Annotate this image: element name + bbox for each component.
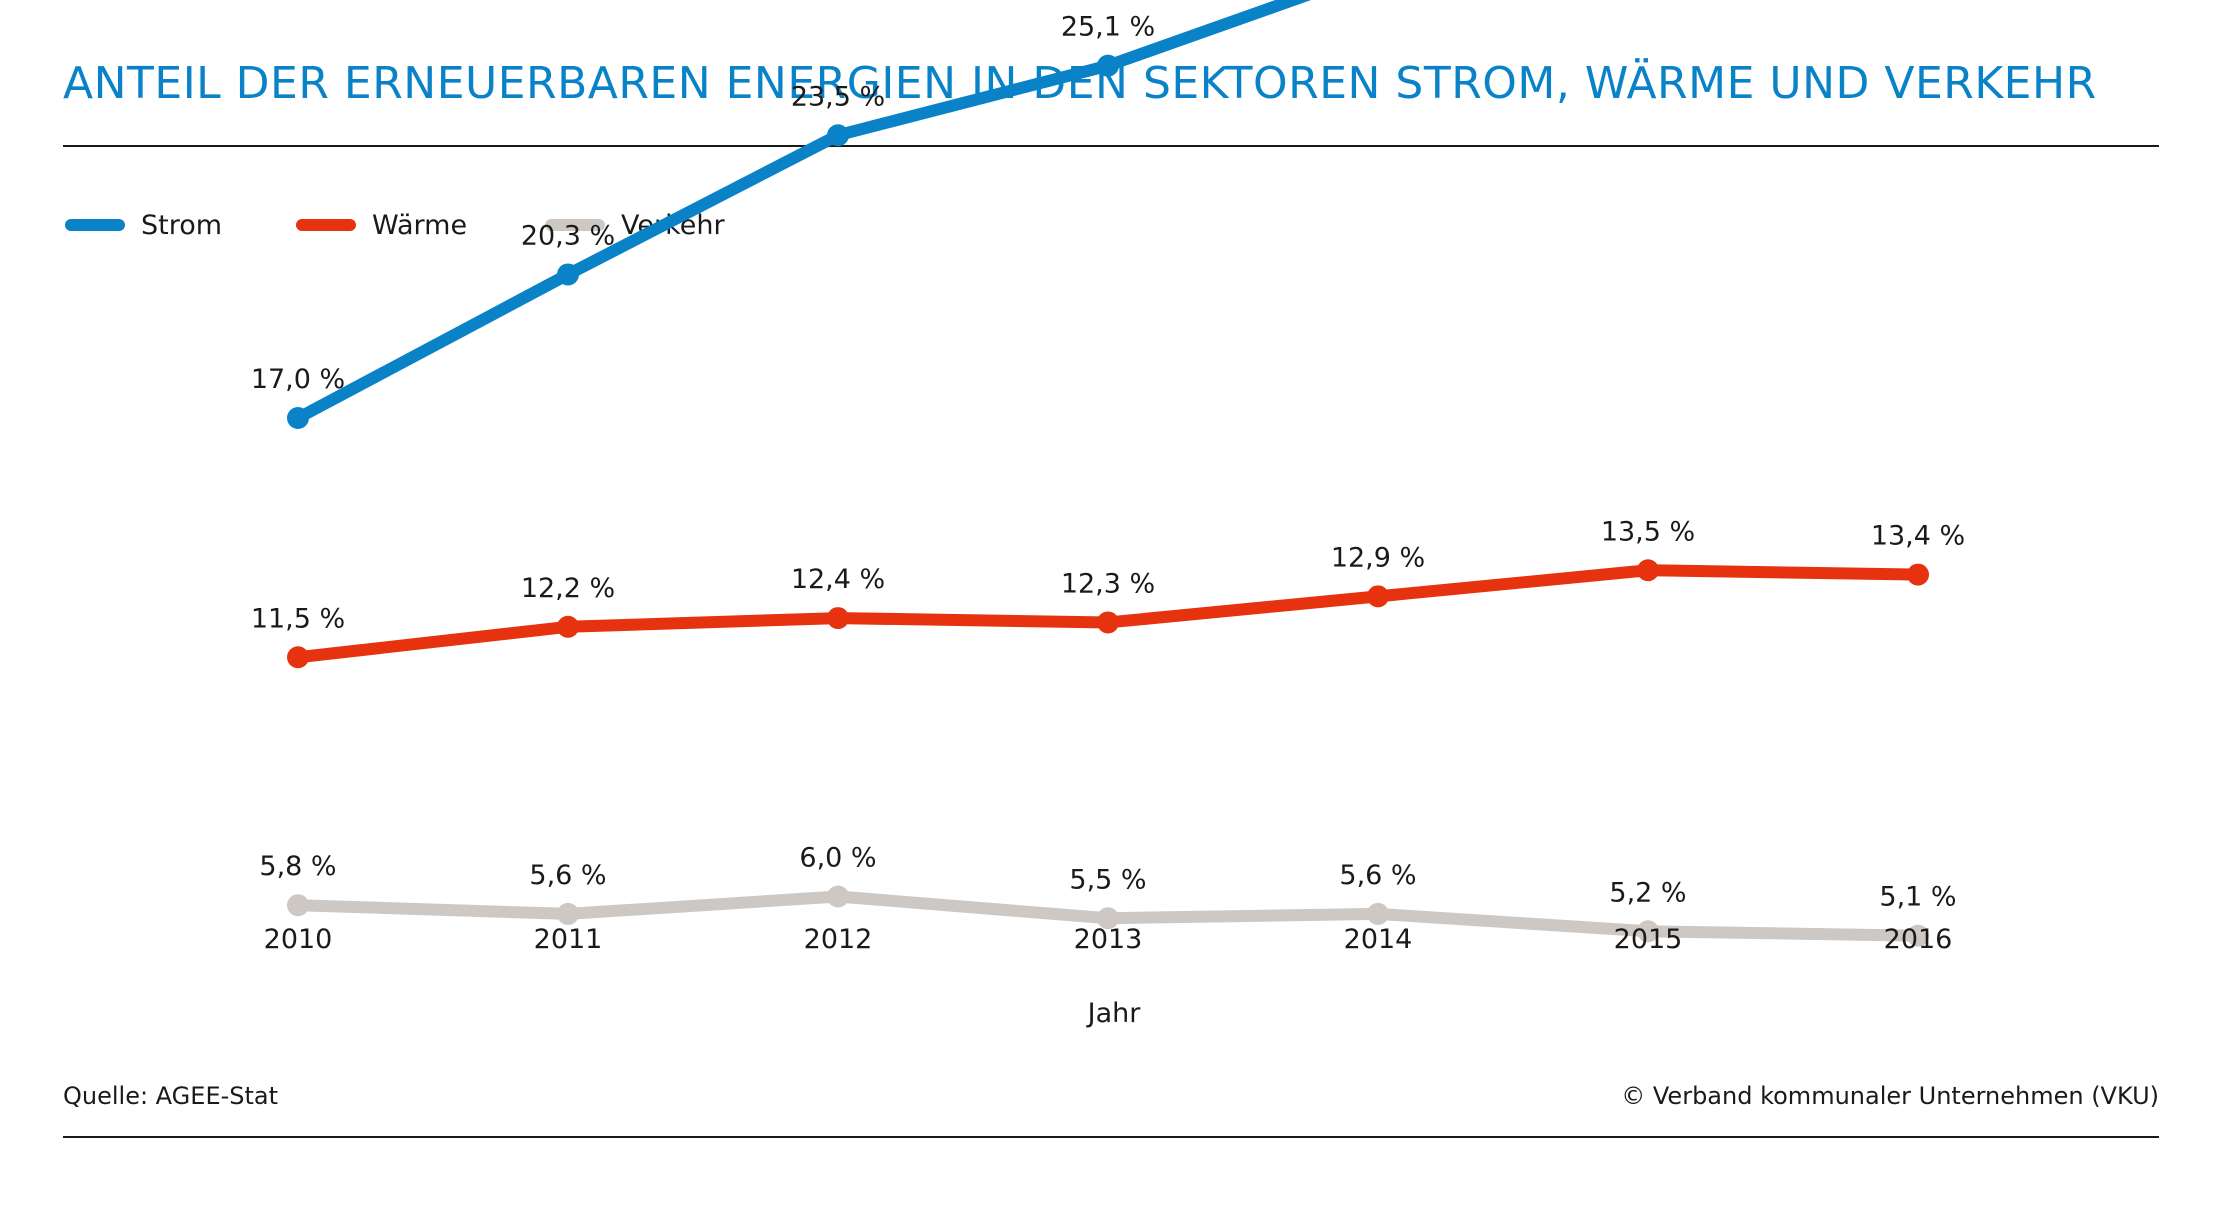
legend-item-w-rme: Wärme: [296, 210, 467, 241]
data-point-verkehr: [557, 902, 579, 925]
data-label-w-rme: 12,9 %: [1331, 542, 1425, 573]
data-label-verkehr: 5,1 %: [1879, 882, 1956, 913]
data-label-w-rme: 12,3 %: [1061, 568, 1155, 599]
data-point-verkehr: [1097, 907, 1119, 930]
data-point-verkehr: [1907, 924, 1929, 947]
x-tick-label: 2015: [1614, 924, 1683, 955]
data-label-strom: 23,5 %: [791, 81, 885, 112]
data-label-verkehr: 5,6 %: [529, 860, 606, 891]
x-axis-label: Jahr: [1086, 998, 1142, 1029]
data-point-w-rme: [1637, 559, 1659, 582]
x-tick-label: 2013: [1074, 924, 1143, 955]
data-point-w-rme: [1907, 563, 1929, 586]
x-tick-label: 2011: [534, 924, 603, 955]
data-label-strom: 25,1 %: [1061, 12, 1155, 43]
legend-item-strom: Strom: [65, 210, 222, 241]
x-axis-ticks: 2010 2011 2012 2013 2014 2015 2016: [264, 924, 1953, 955]
data-point-verkehr: [1367, 902, 1389, 925]
x-tick-label: 2010: [264, 924, 333, 955]
data-label-verkehr: 5,5 %: [1069, 864, 1146, 895]
data-label-verkehr: 6,0 %: [799, 843, 876, 874]
data-label-w-rme: 11,5 %: [251, 603, 345, 634]
data-label-strom: 20,3 %: [521, 220, 615, 251]
data-point-w-rme: [287, 646, 309, 669]
data-point-w-rme: [1367, 585, 1389, 608]
data-point-strom: [827, 124, 849, 147]
data-point-w-rme: [827, 607, 849, 630]
data-point-w-rme: [1097, 611, 1119, 634]
legend-label-strom: Strom: [141, 210, 222, 241]
data-point-strom: [287, 407, 309, 429]
data-point-verkehr: [827, 885, 849, 908]
data-label-strom: 17,0 %: [251, 364, 345, 395]
x-tick-label: 2016: [1884, 924, 1953, 955]
data-point-strom: [557, 263, 579, 286]
title-divider: [63, 145, 2159, 147]
series-points: [287, 54, 1929, 947]
copyright-note: © Verband kommunaler Unternehmen (VKU): [1621, 1082, 2159, 1110]
data-label-verkehr: 5,8 %: [259, 851, 336, 882]
data-label-w-rme: 13,4 %: [1871, 521, 1965, 552]
chart-title: ANTEIL DER ERNEUERBAREN ENERGIEN IN DEN …: [63, 58, 2097, 109]
data-labels: 17,0 %20,3 %23,5 %25,1 %27,3 %31,5 %31,7…: [251, 12, 1965, 913]
data-label-w-rme: 12,2 %: [521, 573, 615, 604]
data-point-verkehr: [287, 894, 309, 917]
data-label-w-rme: 13,5 %: [1601, 516, 1695, 547]
x-tick-label: 2014: [1344, 924, 1413, 955]
data-point-verkehr: [1637, 920, 1659, 943]
data-label-w-rme: 12,4 %: [791, 564, 885, 595]
source-note: Quelle: AGEE-Stat: [63, 1082, 279, 1110]
data-label-verkehr: 5,6 %: [1339, 860, 1416, 891]
series-lines: [292, 0, 1924, 942]
chart-legend: Strom Wärme Verkehr: [65, 210, 725, 241]
data-point-strom: [1097, 54, 1119, 77]
legend-label-w-rme: Wärme: [372, 210, 467, 241]
data-point-w-rme: [557, 615, 579, 638]
x-tick-label: 2012: [804, 924, 873, 955]
footer-divider: [63, 1136, 2159, 1138]
data-label-verkehr: 5,2 %: [1609, 877, 1686, 908]
